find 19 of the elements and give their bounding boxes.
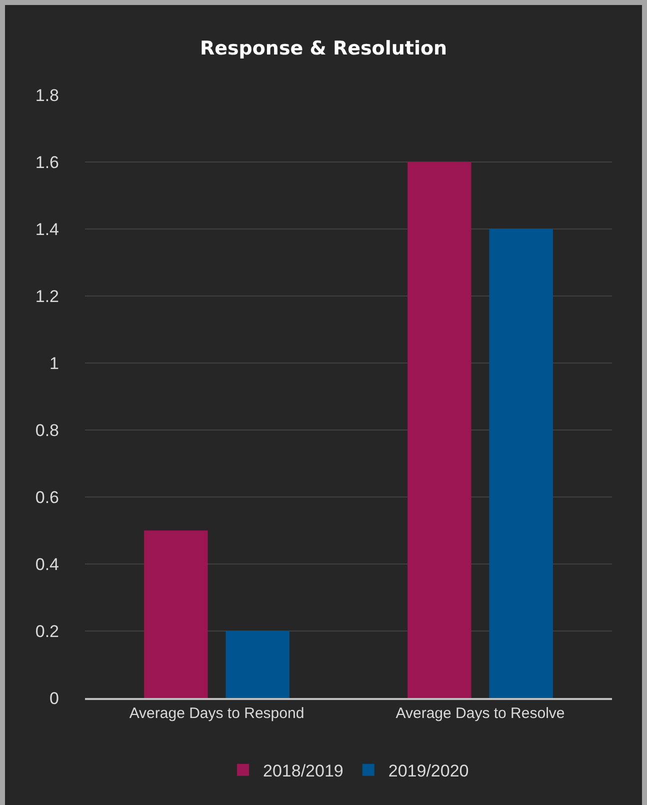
y-tick-label: 0 <box>50 688 59 708</box>
y-tick-label: 0.8 <box>35 420 59 440</box>
x-tick-label: Average Days to Resolve <box>396 705 565 722</box>
bar <box>226 631 290 698</box>
y-tick-label: 0.4 <box>35 554 59 574</box>
y-tick-label: 0.2 <box>35 622 59 641</box>
y-tick-label: 1.2 <box>35 286 59 306</box>
bar <box>144 530 208 698</box>
bar <box>408 162 472 698</box>
y-tick-label: 1.6 <box>35 152 59 172</box>
y-tick-label: 1.4 <box>35 220 59 239</box>
legend-label: 2019/2020 <box>388 761 469 780</box>
legend-label: 2018/2019 <box>263 761 344 780</box>
y-tick-label: 1.8 <box>35 86 59 105</box>
bar <box>489 229 553 698</box>
chart-title: Response & Resolution <box>200 37 448 60</box>
y-tick-label: 1 <box>50 354 59 373</box>
y-tick-label: 0.6 <box>35 488 59 507</box>
x-tick-label: Average Days to Respond <box>129 705 304 722</box>
